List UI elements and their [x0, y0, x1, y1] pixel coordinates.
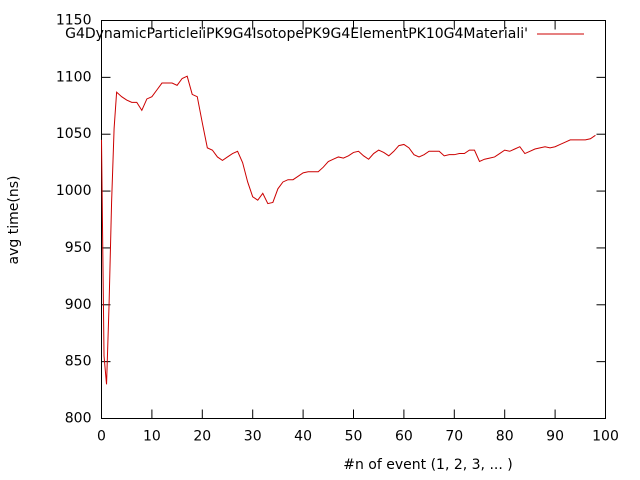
x-tick-label: 40 [294, 429, 312, 445]
x-tick-label: 80 [496, 429, 514, 445]
x-tick-label: 90 [546, 429, 564, 445]
x-tick-label: 0 [97, 429, 106, 445]
data-line [101, 75, 596, 385]
y-tick-label: 1000 [56, 183, 92, 199]
x-tick-label: 100 [592, 429, 619, 445]
y-axis-label: avg time(ns) [6, 176, 22, 265]
y-tick-label: 800 [65, 411, 92, 427]
y-tick-label: 1100 [56, 69, 92, 85]
x-tick-label: 10 [143, 429, 161, 445]
x-tick-label: 20 [193, 429, 211, 445]
y-tick-label: 950 [65, 240, 92, 256]
y-tick-label: 1150 [56, 13, 92, 29]
x-tick-label: 50 [345, 429, 363, 445]
x-tick-label: 30 [244, 429, 262, 445]
x-tick-label: 60 [395, 429, 413, 445]
y-tick-label: 900 [65, 297, 92, 313]
plot-border [101, 20, 606, 419]
y-tick-label: 1050 [56, 126, 92, 142]
legend-label: G4DynamicParticleiiPK9G4IsotopePK9G4Elem… [65, 26, 528, 42]
x-axis-label: #n of event (1, 2, 3, ... ) [343, 457, 512, 473]
x-tick-label: 70 [445, 429, 463, 445]
y-tick-label: 850 [65, 354, 92, 370]
